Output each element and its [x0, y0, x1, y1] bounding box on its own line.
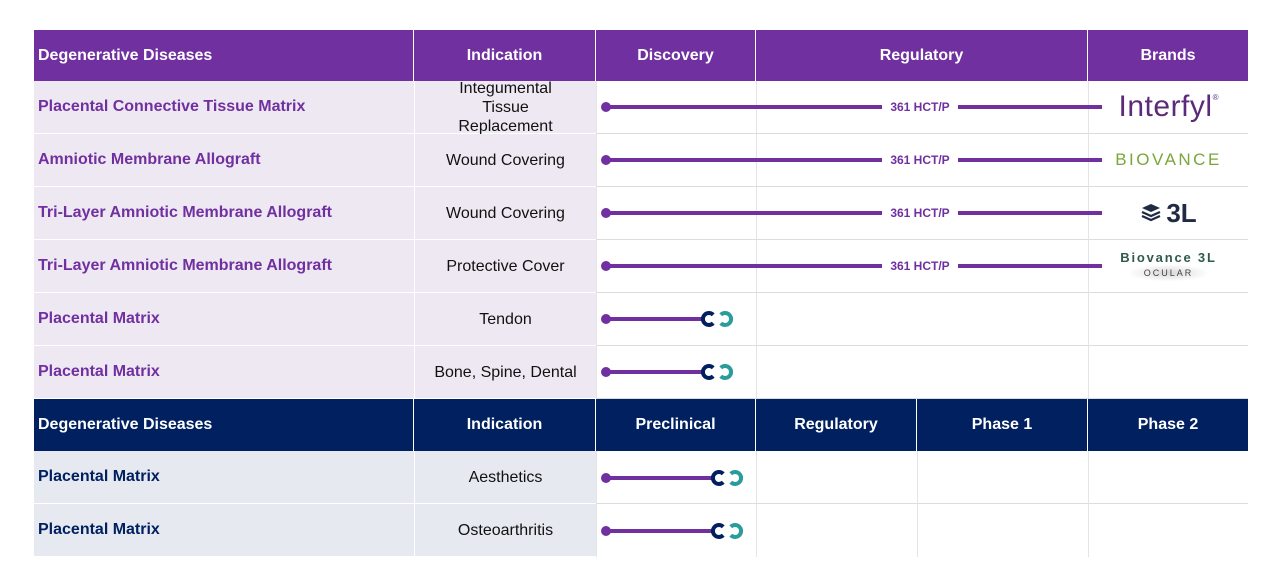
- row-indication: Wound Covering: [414, 134, 596, 187]
- header-brands: Brands: [1140, 46, 1196, 64]
- phase-2-cell: [1088, 504, 1248, 557]
- regulatory-cell: [756, 451, 917, 504]
- threel-logo: 3L: [1166, 197, 1197, 228]
- header-regulatory: Regulatory: [756, 30, 1088, 81]
- bar-label: 361 HCT/P: [890, 206, 949, 220]
- phase-1-cell: [917, 451, 1088, 504]
- bar-start-dot: [601, 314, 611, 324]
- progress-arc-icon: [719, 311, 734, 327]
- row-indication: Wound Covering: [414, 187, 596, 240]
- table-row: Placental Matrix Bone, Spine, Dental: [34, 346, 1248, 399]
- brand-cell: [1088, 346, 1248, 399]
- row-name: Amniotic Membrane Allograft: [34, 134, 414, 187]
- row-name: Tri-Layer Amniotic Membrane Allograft: [34, 187, 414, 240]
- bar-label: 361 HCT/P: [890, 259, 949, 273]
- row-name: Placental Matrix: [34, 293, 414, 346]
- row-name: Placental Matrix: [34, 451, 414, 504]
- progress-bars: 361 HCT/P 361 HCT/P 361 HCT/P 361 HCT/P: [601, 100, 1102, 539]
- row-indication: Osteoarthritis: [414, 504, 596, 557]
- brand-cell: Interfyl ®: [1088, 81, 1248, 134]
- row-name: Placental Matrix: [34, 504, 414, 557]
- bar-start-dot: [601, 526, 611, 536]
- bar-start-dot: [601, 367, 611, 377]
- table-row: Placental Matrix Osteoarthritis: [34, 504, 1248, 557]
- regulatory-cell: [756, 346, 1088, 399]
- table-row: Amniotic Membrane Allograft Wound Coveri…: [34, 134, 1248, 187]
- row-indication: Integumental Tissue Replacement: [414, 80, 596, 135]
- row-indication: Tendon: [414, 293, 596, 346]
- bar-label: 361 HCT/P: [890, 153, 949, 167]
- row-name: Placental Connective Tissue Matrix: [34, 81, 414, 134]
- ocular-logo: OCULAR: [1129, 265, 1208, 281]
- header-phase-2: Phase 2: [1137, 416, 1199, 433]
- header-regulatory: Regulatory: [756, 399, 917, 451]
- row-name: Tri-Layer Amniotic Membrane Allograft: [34, 240, 414, 293]
- progress-arc-icon: [710, 523, 725, 539]
- progress-arc-icon: [719, 364, 734, 380]
- header-row-degenerative: Degenerative Diseases Indication Discove…: [34, 30, 1248, 81]
- progress-arc-icon: [700, 364, 715, 380]
- registered-mark: ®: [1212, 93, 1219, 102]
- row-name: Placental Matrix: [34, 346, 414, 399]
- bar-start-dot: [601, 261, 611, 271]
- header-phase-1: Phase 1: [917, 399, 1088, 451]
- bar-label: 361 HCT/P: [890, 100, 949, 114]
- header-indication: Indication: [414, 30, 596, 81]
- layers-icon: [1140, 202, 1162, 224]
- row-indication: Aesthetics: [414, 451, 596, 504]
- brand-cell: BIOVANCE: [1088, 134, 1248, 187]
- header-degenerative-diseases: Degenerative Diseases: [34, 30, 414, 81]
- header-discovery: Discovery: [596, 30, 756, 81]
- progress-arc-icon: [700, 311, 715, 327]
- header-indication: Indication: [414, 399, 596, 451]
- regulatory-cell: [756, 504, 917, 557]
- bar-start-dot: [601, 102, 611, 112]
- header-degenerative-diseases: Degenerative Diseases: [34, 399, 414, 451]
- progress-arc-icon: [710, 470, 725, 486]
- row-indication: Bone, Spine, Dental: [414, 346, 596, 399]
- brand-cell: 3L: [1088, 187, 1248, 240]
- header-row-clinical: Degenerative Diseases Indication Preclin…: [34, 399, 1248, 451]
- bar-start-dot: [601, 473, 611, 483]
- bar-start-dot: [601, 208, 611, 218]
- progress-arc-icon: [729, 470, 744, 486]
- header-preclinical: Preclinical: [596, 399, 756, 451]
- interfyl-logo: Interfyl: [1118, 90, 1213, 123]
- biovance-logo: BIOVANCE: [1115, 150, 1222, 169]
- row-indication: Protective Cover: [414, 240, 596, 293]
- brand-cell: Biovance 3L OCULAR: [1088, 240, 1248, 293]
- biovance-3l-logo: Biovance 3L: [1120, 250, 1217, 265]
- table-row: Placental Matrix Tendon: [34, 293, 1248, 346]
- progress-arc-icon: [729, 523, 744, 539]
- phase-2-cell: [1088, 451, 1248, 504]
- brand-cell: [1088, 293, 1248, 346]
- phase-1-cell: [917, 504, 1088, 557]
- regulatory-cell: [756, 293, 1088, 346]
- bar-start-dot: [601, 155, 611, 165]
